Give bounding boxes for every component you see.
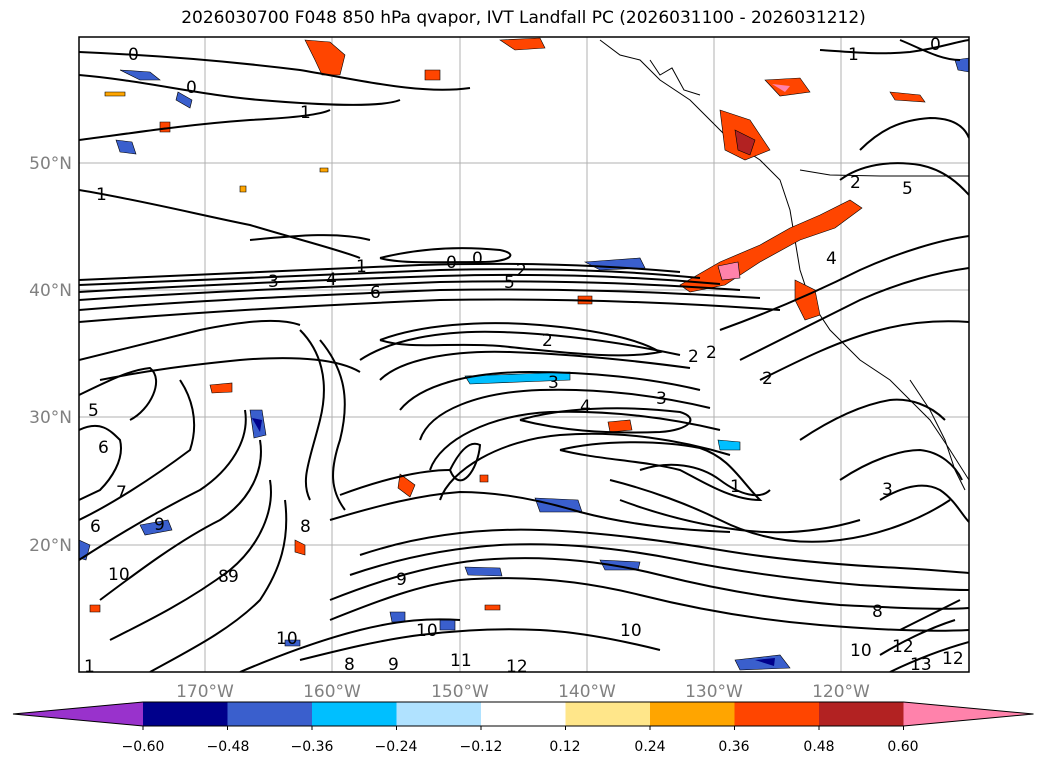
colorbar-segment [481, 702, 566, 726]
contour-label: 5 [88, 401, 99, 421]
contour-label: 9 [396, 570, 407, 590]
lon-label: 160°W [303, 682, 361, 702]
negative-anomaly-patches [79, 57, 969, 671]
colorbar-segment [396, 702, 482, 726]
contour-label: 9 [228, 567, 239, 587]
colorbar-extend-low [13, 702, 143, 726]
contour-label: 1 [356, 257, 367, 277]
lon-label: 130°W [685, 682, 743, 702]
colorbar-tick-labels: −0.60 −0.48 −0.36 −0.24 −0.12 0.12 0.24 … [122, 739, 919, 755]
contour-label: 1 [848, 45, 859, 65]
contour-label: 5 [902, 179, 913, 199]
colorbar-tick-label: −0.24 [375, 739, 418, 755]
contour-label: 0 [930, 35, 941, 55]
contour-label: 0 [186, 78, 197, 98]
coastline [599, 39, 969, 491]
contour-label: 4 [326, 270, 337, 290]
contour-label: 4 [580, 397, 591, 417]
contour-label: 3 [548, 373, 559, 393]
colorbar-segment [565, 702, 651, 726]
colorbar-segment [143, 702, 228, 726]
colorbar-tick-label: 0.48 [803, 739, 834, 755]
contour-label: 10 [276, 629, 298, 649]
colorbar-extend-high [903, 702, 1034, 726]
colorbar-segment [227, 702, 313, 726]
contour-label: 2 [706, 343, 717, 363]
lat-label: 20°N [29, 536, 72, 556]
colorbar-segment [819, 702, 904, 726]
contour-label: 8 [218, 567, 229, 587]
contour-label: 6 [370, 283, 381, 303]
colorbar [12, 701, 1034, 730]
contour-label: 13 [910, 655, 932, 675]
lat-label: 40°N [29, 281, 72, 301]
colorbar-tick-label: −0.12 [460, 739, 503, 755]
lon-label: 170°W [176, 682, 234, 702]
latitude-labels: 50°N 40°N 30°N 20°N [29, 154, 72, 556]
lat-label: 30°N [29, 408, 72, 428]
lon-label: 150°W [431, 682, 489, 702]
contour-label: 8 [344, 655, 355, 675]
contour-label: 5 [504, 273, 515, 293]
contour-label: 8 [872, 602, 883, 622]
contour-label: 2 [688, 347, 699, 367]
contour-label: 4 [826, 249, 837, 269]
contour-label: 12 [942, 649, 964, 669]
lon-label: 140°W [558, 682, 616, 702]
colorbar-tick-label: 0.24 [634, 739, 665, 755]
contour-label: 0 [128, 45, 139, 65]
contour-label: 10 [620, 621, 642, 641]
ivt-contours [79, 39, 969, 672]
map-frame [78, 36, 970, 673]
contour-label: 6 [98, 438, 109, 458]
contour-label: 12 [506, 657, 528, 677]
contour-label: 0 [446, 253, 457, 273]
contour-label: 1 [96, 185, 107, 205]
colorbar-tick-label: 0.12 [549, 739, 580, 755]
contour-label: 2 [762, 369, 773, 389]
colorbar-tick-label: −0.48 [207, 739, 250, 755]
colorbar-tick-label: 0.36 [718, 739, 749, 755]
colorbar-tick-label: −0.36 [291, 739, 334, 755]
contour-label: 10 [416, 621, 438, 641]
contour-label: 11 [450, 651, 472, 671]
positive-anomaly-patches [89, 37, 926, 613]
colorbar-segment [734, 702, 820, 726]
map-area [79, 37, 969, 672]
contour-label: 6 [90, 517, 101, 537]
contour-label: 1 [300, 103, 311, 123]
colorbar-segment [312, 702, 397, 726]
colorbar-tick-label: 0.60 [887, 739, 918, 755]
colorbar-tick-label: −0.60 [122, 739, 165, 755]
colorbar-segment [650, 702, 735, 726]
contour-labels: 0 1 0 1 0 1 3 4 1 6 0 0 2 5 2 2 2 3 3 4 … [84, 35, 964, 677]
contour-label: 7 [116, 483, 127, 503]
contour-label: 9 [388, 655, 399, 675]
contour-label: 0 [472, 249, 483, 269]
contour-label: 2 [850, 173, 861, 193]
contour-label: 3 [656, 389, 667, 409]
contour-label: 1 [730, 477, 741, 497]
contour-label: 2 [542, 331, 553, 351]
contour-label: 8 [300, 517, 311, 537]
contour-label: 12 [892, 637, 914, 657]
contour-label: 3 [268, 272, 279, 292]
lon-label: 120°W [812, 682, 870, 702]
contour-label: 3 [882, 480, 893, 500]
contour-label: 10 [850, 641, 872, 661]
contour-label: 10 [108, 565, 130, 585]
lat-label: 50°N [29, 154, 72, 174]
map-title: 2026030700 F048 850 hPa qvapor, IVT Land… [181, 8, 866, 28]
contour-label: 2 [516, 261, 527, 281]
contour-label: 1 [84, 657, 95, 677]
longitude-labels: 170°W 160°W 150°W 140°W 130°W 120°W [176, 682, 870, 702]
contour-label: 9 [154, 515, 165, 535]
